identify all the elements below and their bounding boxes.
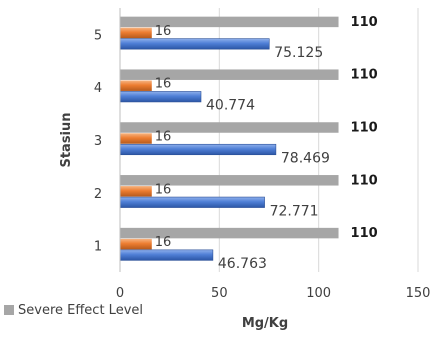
x-tick-label-1: 50 — [211, 286, 228, 301]
bar-series0-station-5 — [120, 16, 339, 28]
bar-series1-station-3 — [120, 133, 152, 144]
bar-series2-station-4 — [120, 91, 202, 102]
bar-series0-station-3 — [120, 122, 339, 133]
bar-series2-station-2 — [120, 197, 265, 208]
data-label-series2-station-4: 40.774 — [206, 98, 255, 114]
category-label-4: 4 — [94, 81, 102, 96]
bar-series0-station-1 — [120, 227, 339, 239]
data-label-series0-station-4: 110 — [351, 68, 378, 83]
data-label-series2-station-2: 72.771 — [270, 203, 319, 219]
data-label-series2-station-1: 46.763 — [218, 256, 267, 272]
data-label-series0-station-1: 110 — [351, 226, 378, 241]
x-tick-label-0: 0 — [116, 286, 124, 301]
x-tick-label-3: 150 — [406, 286, 431, 301]
bar-series2-station-5 — [120, 38, 270, 50]
x-axis-title: Mg/Kg — [242, 316, 288, 331]
y-axis-title: Stasiun — [59, 112, 74, 167]
bar-series0-station-2 — [120, 175, 339, 186]
data-label-series2-station-3: 78.469 — [281, 151, 330, 167]
bar-series0-station-4 — [120, 69, 339, 80]
category-label-1: 1 — [94, 240, 102, 255]
data-label-series0-station-2: 110 — [351, 173, 378, 188]
legend-label: Severe Effect Level — [18, 303, 143, 318]
bar-series1-station-5 — [120, 27, 152, 39]
x-tick-label-2: 100 — [306, 286, 331, 301]
legend-swatch — [4, 305, 14, 315]
bars — [119, 16, 339, 261]
bar-series2-station-3 — [120, 144, 276, 155]
bar-series1-station-2 — [120, 186, 152, 197]
data-label-series0-station-3: 110 — [351, 121, 378, 136]
data-labels: 110 16 46.763 110 16 72.771 110 16 78.469 110 16 40… — [155, 15, 378, 272]
data-label-series1-station-3: 16 — [155, 130, 172, 145]
bar-series1-station-4 — [120, 80, 152, 91]
data-label-series1-station-4: 16 — [155, 77, 172, 92]
category-label-2: 2 — [94, 187, 102, 202]
category-label-3: 3 — [94, 134, 102, 149]
bar-series1-station-1 — [120, 238, 152, 250]
data-label-series1-station-1: 16 — [155, 235, 172, 250]
data-label-series1-station-2: 16 — [155, 182, 172, 197]
data-label-series1-station-5: 16 — [155, 24, 172, 39]
data-label-series2-station-5: 75.125 — [274, 45, 323, 61]
data-label-series0-station-5: 110 — [351, 15, 378, 30]
category-label-5: 5 — [94, 28, 102, 43]
bar-series2-station-1 — [120, 249, 213, 261]
